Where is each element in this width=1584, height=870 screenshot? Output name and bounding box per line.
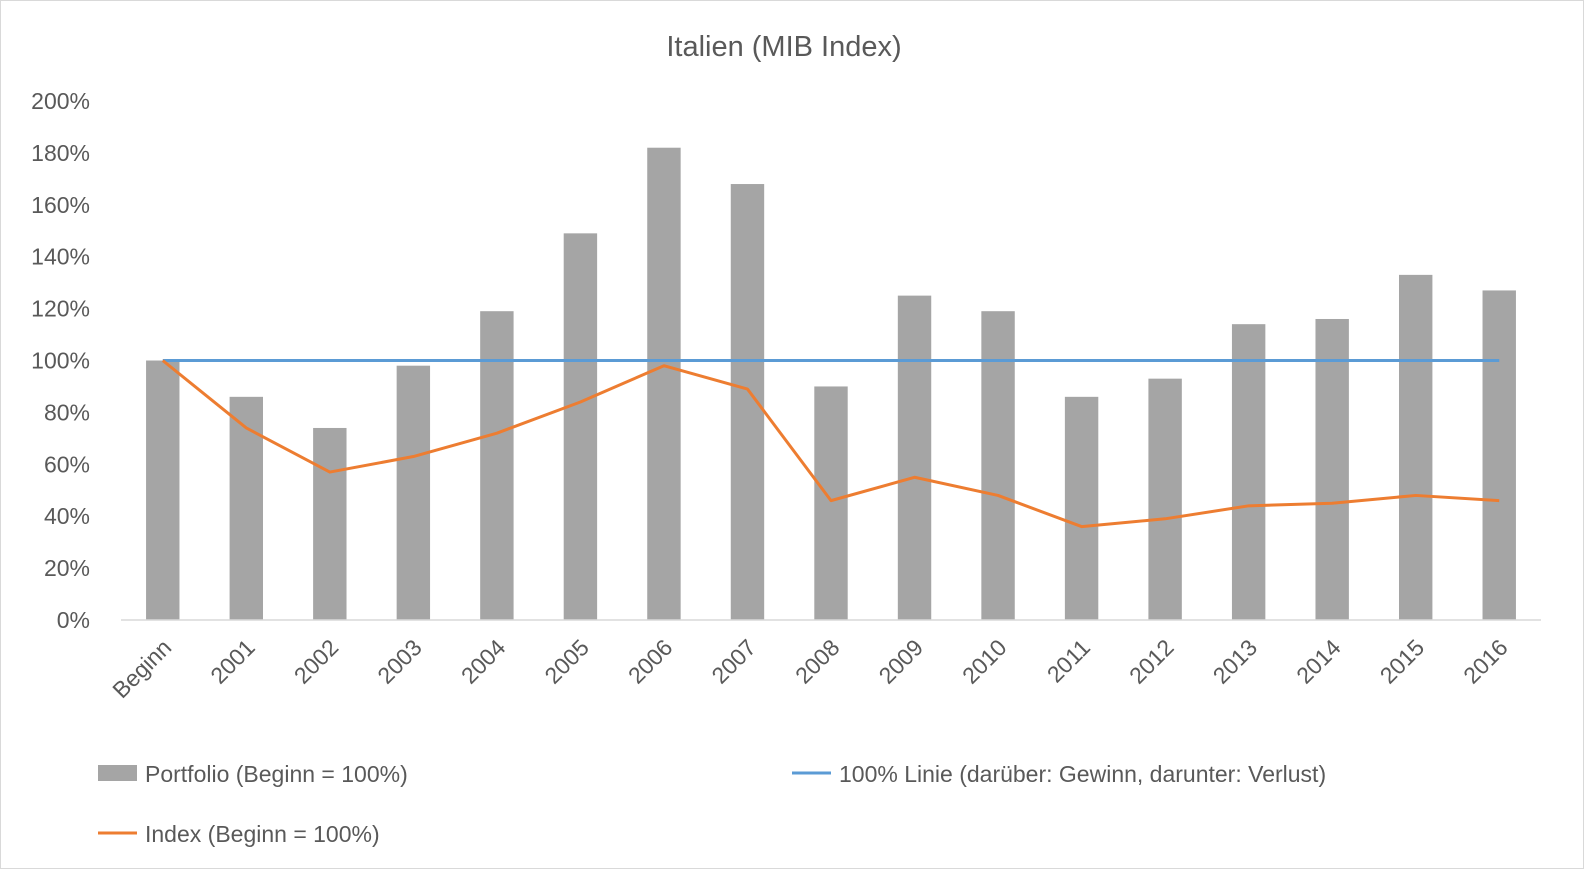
y-axis-ticks: 0% 20% 40% 60% 80% 100% 120% 140% 160% 180% 200% bbox=[31, 88, 90, 633]
portfolio-bar bbox=[1399, 274, 1433, 620]
y-tick-label: 200% bbox=[31, 88, 90, 114]
legend-swatch-portfolio bbox=[98, 765, 137, 781]
portfolio-bar bbox=[981, 311, 1015, 620]
y-tick-label: 160% bbox=[31, 192, 90, 218]
portfolio-bar bbox=[814, 386, 848, 620]
y-tick-label: 120% bbox=[31, 296, 90, 322]
x-tick-label: 2003 bbox=[372, 634, 427, 689]
portfolio-bar bbox=[647, 147, 681, 620]
x-tick-label: 2001 bbox=[205, 634, 260, 689]
x-tick-label: 2013 bbox=[1208, 634, 1263, 689]
y-tick-label: 140% bbox=[31, 244, 90, 270]
y-tick-label: 180% bbox=[31, 140, 90, 166]
legend-label-100-line: 100% Linie (darüber: Gewinn, darunter: V… bbox=[839, 761, 1326, 787]
portfolio-bar bbox=[563, 233, 598, 620]
x-tick-label: 2002 bbox=[289, 634, 344, 689]
x-axis-ticks: Beginn 2001 2002 2003 2004 2005 2006 2007 2008 20… bbox=[107, 634, 1513, 703]
x-tick-label: 2015 bbox=[1375, 634, 1430, 689]
y-tick-label: 0% bbox=[57, 607, 90, 633]
legend-label-portfolio: Portfolio (Beginn = 100%) bbox=[145, 761, 408, 787]
x-tick-label: Beginn bbox=[107, 634, 176, 703]
portfolio-bar bbox=[897, 295, 932, 620]
x-tick-label: 2004 bbox=[456, 634, 511, 689]
x-tick-label: 2016 bbox=[1458, 634, 1513, 689]
line-index bbox=[161, 359, 1500, 529]
legend-label-index: Index (Beginn = 100%) bbox=[145, 821, 380, 847]
y-tick-label: 60% bbox=[44, 451, 90, 477]
portfolio-bar bbox=[146, 360, 180, 620]
x-tick-label: 2009 bbox=[873, 634, 928, 689]
x-tick-label: 2014 bbox=[1291, 634, 1346, 689]
portfolio-bars bbox=[146, 147, 1516, 621]
portfolio-bar bbox=[1148, 378, 1182, 620]
x-tick-label: 2011 bbox=[1042, 634, 1095, 687]
portfolio-bar bbox=[1231, 324, 1266, 620]
portfolio-bar bbox=[229, 396, 263, 620]
portfolio-bar bbox=[1315, 318, 1349, 620]
x-tick-label: 2008 bbox=[790, 634, 845, 689]
x-tick-label: 2006 bbox=[623, 634, 678, 689]
x-tick-label: 2010 bbox=[957, 634, 1012, 689]
y-tick-label: 80% bbox=[44, 399, 90, 425]
x-tick-label: 2005 bbox=[539, 634, 594, 689]
y-tick-label: 40% bbox=[44, 503, 90, 529]
chart-title: Italien (MIB Index) bbox=[666, 31, 901, 63]
y-tick-label: 100% bbox=[31, 348, 90, 374]
portfolio-bar bbox=[313, 427, 347, 620]
x-tick-label: 2007 bbox=[706, 634, 761, 689]
line-series bbox=[161, 359, 1500, 529]
portfolio-bar bbox=[1482, 290, 1516, 620]
legend: Portfolio (Beginn = 100%) 100% Linie (da… bbox=[98, 761, 1326, 847]
portfolio-bar bbox=[730, 184, 765, 621]
portfolio-bar bbox=[480, 311, 514, 620]
portfolio-bar bbox=[1064, 396, 1099, 620]
portfolio-bar bbox=[396, 365, 431, 620]
x-tick-label: 2012 bbox=[1124, 634, 1179, 689]
y-tick-label: 20% bbox=[44, 555, 90, 581]
